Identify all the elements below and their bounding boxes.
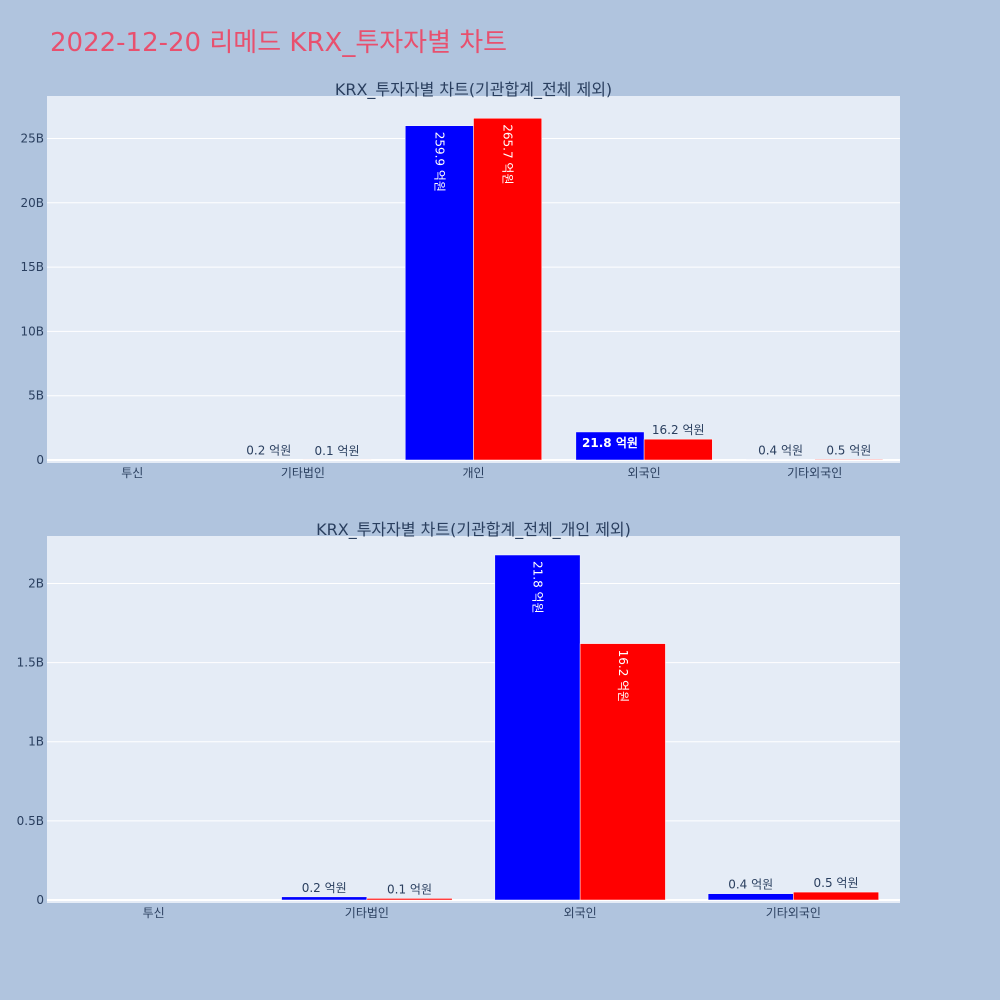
bar (405, 125, 474, 461)
x-tick-label: 기타법인 (345, 906, 389, 920)
y-tick-label: 20B (20, 196, 44, 210)
bar (707, 893, 794, 901)
data-label: 0.4 억원 (728, 878, 773, 892)
y-tick-label: 1B (28, 735, 44, 749)
data-label: 16.2 억원 (616, 650, 630, 703)
x-tick-label: 외국인 (564, 906, 597, 920)
y-tick-label: 15B (20, 260, 44, 274)
y-tick-label: 1.5B (17, 656, 44, 670)
bar (473, 118, 542, 461)
x-tick-label: 투신 (143, 906, 165, 920)
data-label: 0.4 억원 (758, 443, 803, 457)
bar (746, 459, 815, 461)
x-tick-label: 외국인 (628, 466, 661, 480)
data-label: 16.2 억원 (652, 423, 705, 437)
bar (793, 891, 879, 901)
data-label: 0.2 억원 (246, 444, 291, 458)
bar (575, 431, 645, 461)
y-tick-label: 5B (28, 389, 44, 403)
data-label: 0.2 억원 (302, 881, 347, 895)
bar (366, 898, 453, 901)
y-tick-label: 0.5B (17, 814, 44, 828)
data-label: 21.8 억원 (530, 561, 544, 614)
y-tick-label: 2B (28, 576, 44, 590)
y-tick-label: 0 (36, 893, 44, 907)
bar (643, 438, 713, 461)
data-label: 259.9 억원 (432, 132, 446, 192)
y-tick-label: 0 (36, 453, 44, 467)
data-label: 0.5 억원 (814, 876, 859, 890)
chart-subtitle: KRX_투자자별 차트(기관합계_전체 제외) (335, 80, 612, 100)
y-tick-label: 25B (20, 131, 44, 145)
chart-subtitle: KRX_투자자별 차트(기관합계_전체_개인 제외) (316, 520, 631, 540)
page-title: 2022-12-20 리메드 KRX_투자자별 차트 (50, 28, 508, 58)
data-label: 265.7 억원 (501, 124, 515, 184)
bar (281, 896, 368, 901)
data-label: 0.1 억원 (315, 444, 360, 458)
chart-panel-2: 0 0.5B 1B 1.5B 2B KRX_투자자별 차트(기관합계_전체_개인 제외) 투… (17, 520, 900, 920)
bar (579, 643, 666, 901)
data-label: 21.8 억원 (582, 436, 638, 450)
data-label: 0.1 억원 (387, 882, 432, 896)
x-tick-label: 투신 (121, 466, 143, 480)
data-label: 0.5 억원 (826, 443, 871, 457)
plot-background (47, 536, 900, 903)
bar (494, 554, 581, 901)
bar (814, 459, 884, 461)
x-tick-label: 기타외국인 (766, 906, 821, 920)
x-tick-label: 기타외국인 (787, 466, 842, 480)
x-tick-label: 기타법인 (281, 466, 325, 480)
y-tick-label: 10B (20, 324, 44, 338)
chart-panel-1: 0 5B 10B 15B 20B 25B KRX_투자자별 차트(기관합계_전체 제외) 투신… (20, 80, 900, 480)
x-tick-label: 개인 (462, 466, 484, 480)
